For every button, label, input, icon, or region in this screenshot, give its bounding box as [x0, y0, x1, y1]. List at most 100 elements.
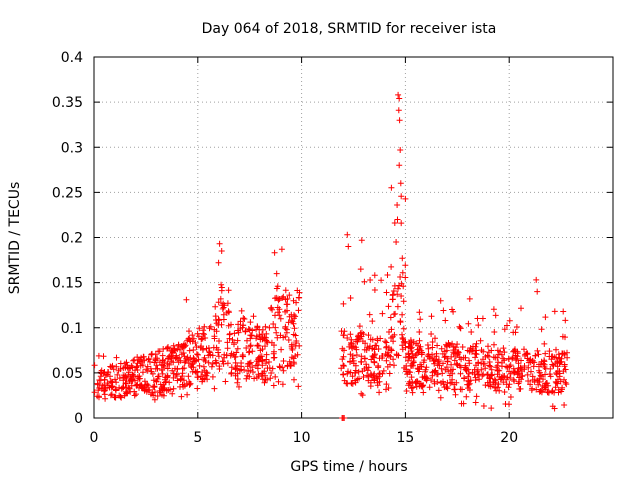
data-point: [375, 363, 382, 370]
data-point: [285, 319, 292, 326]
data-point: [116, 375, 123, 382]
data-point: [374, 382, 381, 389]
data-point: [553, 371, 560, 378]
data-point: [122, 380, 129, 387]
data-point: [253, 335, 260, 342]
data-point: [209, 373, 216, 380]
data-point: [496, 387, 503, 394]
data-point: [461, 375, 468, 382]
data-point: [380, 367, 387, 374]
data-point: [278, 346, 285, 353]
data-point: [129, 364, 136, 371]
data-point: [434, 362, 441, 369]
data-point: [355, 368, 362, 375]
data-point: [429, 339, 436, 345]
data-point: [287, 362, 294, 369]
data-point: [409, 384, 416, 391]
data-point: [367, 383, 374, 390]
data-point: [431, 360, 438, 367]
data-point: [251, 375, 258, 382]
data-point: [279, 381, 286, 388]
data-point: [407, 337, 414, 344]
data-point: [510, 365, 517, 372]
data-point: [99, 382, 106, 389]
data-point: [184, 391, 191, 398]
data-point: [369, 353, 376, 360]
data-point: [220, 360, 227, 367]
data-point: [547, 373, 554, 380]
data-point: [348, 339, 354, 346]
data-point: [359, 392, 366, 399]
data-point: [140, 369, 146, 376]
data-point: [262, 323, 269, 330]
data-point: [521, 346, 527, 353]
data-point: [357, 266, 364, 273]
data-point: [152, 389, 158, 396]
data-point: [451, 357, 458, 364]
y-tick-label: 0.15: [52, 276, 83, 292]
data-point: [486, 359, 493, 365]
data-point: [559, 384, 566, 391]
data-point: [504, 374, 511, 381]
data-point: [230, 351, 237, 358]
data-point: [443, 364, 450, 371]
data-point: [108, 391, 115, 398]
data-point: [525, 359, 532, 366]
data-point: [183, 296, 190, 303]
data-point: [395, 285, 401, 292]
data-point: [293, 338, 300, 344]
data-point: [347, 295, 354, 301]
data-point: [488, 366, 495, 373]
data-point: [134, 374, 141, 380]
data-point: [213, 360, 220, 367]
data-point: [113, 354, 120, 361]
data-point: [160, 346, 167, 352]
data-point: [199, 378, 206, 385]
data-point: [435, 387, 442, 394]
data-point: [134, 360, 141, 367]
data-point: [344, 335, 351, 341]
data-point: [398, 193, 405, 200]
data-point: [190, 347, 197, 353]
data-point: [399, 311, 406, 318]
data-point: [295, 307, 302, 314]
data-point: [215, 259, 222, 266]
data-point: [186, 380, 193, 387]
data-point: [464, 347, 471, 354]
data-point: [357, 330, 364, 337]
data-point: [268, 370, 275, 376]
data-point: [402, 195, 409, 202]
data-point: [408, 344, 415, 351]
data-point: [371, 377, 378, 384]
data-point: [527, 381, 534, 388]
data-point: [290, 320, 297, 327]
data-point: [457, 370, 464, 377]
data-point: [131, 392, 138, 399]
data-point: [383, 357, 390, 364]
data-point: [444, 379, 451, 386]
data-point: [561, 402, 568, 408]
data-point: [402, 338, 409, 345]
data-point: [177, 376, 184, 383]
data-point: [286, 313, 293, 320]
data-point: [117, 393, 124, 400]
data-point: [434, 371, 441, 378]
data-point: [376, 389, 383, 396]
data-point: [193, 344, 200, 350]
data-point: [256, 332, 263, 338]
data-point: [355, 336, 362, 343]
data-point: [371, 287, 378, 293]
data-point: [338, 328, 345, 335]
data-point: [108, 379, 115, 386]
data-point: [416, 345, 423, 352]
data-point: [395, 91, 402, 98]
data-point: [186, 347, 193, 354]
data-point: [498, 374, 505, 381]
data-point: [280, 367, 287, 374]
data-point: [379, 310, 386, 317]
data-point: [480, 403, 487, 409]
data-point: [241, 316, 248, 322]
data-point: [195, 374, 201, 381]
data-point: [388, 347, 395, 354]
data-point: [491, 376, 498, 383]
